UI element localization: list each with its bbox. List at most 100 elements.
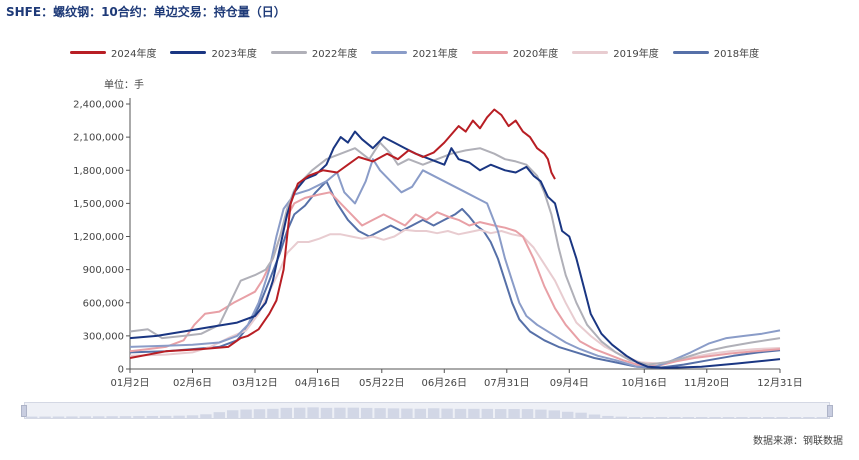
slider-preview: [26, 407, 828, 418]
data-zoom-slider[interactable]: [21, 402, 833, 419]
slider-preview-bar: [334, 407, 346, 418]
slider-preview-bar: [816, 417, 828, 418]
slider-preview-bar: [495, 409, 507, 418]
slider-preview-bar: [374, 408, 386, 418]
y-tick-label: 2,400,000: [73, 100, 124, 111]
legend-item[interactable]: 2022年度: [270, 45, 358, 60]
slider-preview-bar: [548, 410, 560, 418]
slider-preview-bar: [803, 417, 815, 418]
series-line-2020年度: [129, 191, 781, 367]
slider-preview-bar: [468, 408, 480, 418]
slider-preview-bar: [347, 407, 359, 418]
legend-label: 2024年度: [111, 48, 157, 60]
slider-preview-bar: [521, 409, 534, 418]
slider-preview-bar: [240, 409, 252, 418]
legend-swatch: [572, 50, 609, 54]
slider-preview-bar: [508, 409, 520, 418]
slider-preview-bar: [79, 416, 91, 418]
x-tick-label: 05月22日: [359, 377, 404, 389]
slider-preview-bar: [227, 410, 239, 418]
y-tick-label: 2,100,000: [73, 133, 124, 144]
series-line-2023年度: [129, 130, 781, 369]
y-tick-label: 900,000: [83, 265, 124, 276]
legend-label: 2020年度: [512, 48, 559, 60]
slider-preview-bar: [106, 416, 118, 418]
x-tick-label: 12月31日: [757, 377, 802, 389]
slider-preview-bar: [26, 416, 38, 418]
slider-preview-bar: [361, 407, 373, 418]
legend-swatch: [371, 50, 408, 54]
slider-preview-bar: [267, 408, 279, 418]
slider-preview-bar: [414, 408, 426, 418]
y-tick-label: 300,000: [83, 331, 124, 342]
x-tick-label: 09月4日: [550, 377, 589, 389]
slider-preview-bar: [401, 408, 413, 418]
slider-preview-bar: [280, 407, 292, 418]
y-tick-label: 0: [118, 365, 124, 376]
legend-label: 2019年度: [613, 48, 659, 60]
slider-preview-bar: [535, 409, 547, 418]
slider-preview-bar: [575, 412, 587, 418]
y-axis-unit-label: 单位：手: [104, 80, 144, 91]
x-tick-label: 02月6日: [173, 377, 212, 389]
legend-label: 2023年度: [211, 48, 257, 60]
legend-label: 2022年度: [311, 48, 358, 60]
slider-right-handle[interactable]: [827, 405, 833, 417]
slider-preview-bar: [629, 417, 641, 418]
series-line-2024年度: [129, 108, 556, 359]
slider-preview-bar: [763, 417, 775, 418]
slider-preview-bar: [160, 415, 172, 418]
slider-preview-bar: [387, 408, 400, 418]
slider-preview-bar: [736, 417, 748, 418]
slider-preview-bar: [749, 417, 761, 418]
slider-preview-bar: [602, 415, 614, 418]
legend-label: 2018年度: [713, 48, 760, 60]
slider-preview-bar: [696, 417, 708, 418]
slider-preview-bar: [588, 414, 601, 418]
slider-preview-bar: [441, 408, 453, 418]
y-tick-label: 1,800,000: [73, 166, 124, 177]
slider-preview-bar: [709, 417, 721, 418]
slider-left-handle[interactable]: [21, 405, 27, 417]
slider-preview-bar: [669, 417, 681, 418]
slider-preview-bar: [186, 415, 199, 418]
slider-preview-bar: [253, 409, 266, 418]
legend-item[interactable]: 2021年度: [371, 45, 458, 60]
y-tick-label: 600,000: [83, 298, 124, 309]
slider-preview-bar: [93, 416, 105, 418]
slider-preview-bar: [66, 416, 78, 418]
slider-preview-bar: [722, 417, 735, 418]
x-tick-label: 10月16日: [622, 377, 667, 389]
slider-preview-bar: [481, 408, 493, 418]
x-tick-label: 03月12日: [232, 377, 277, 389]
slider-preview-bar: [682, 417, 694, 418]
series-line-2021年度: [129, 158, 781, 368]
slider-preview-bar: [789, 417, 802, 418]
data-source: 数据来源：钢联数据: [753, 436, 843, 447]
chart-title: SHFE：螺纹钢：10合约：单边交易：持仓量（日）: [6, 5, 286, 19]
slider-preview-bar: [133, 416, 145, 418]
series-line-2022年度: [129, 141, 781, 366]
x-tick-label: 04月16日: [295, 377, 340, 389]
legend-item[interactable]: 2024年度: [70, 45, 156, 60]
slider-preview-bar: [320, 407, 333, 418]
slider-preview-bar: [200, 414, 212, 418]
slider-preview-bar: [52, 416, 65, 418]
slider-preview-bar: [562, 411, 574, 418]
slider-preview-bar: [776, 417, 788, 418]
slider-preview-bar: [173, 415, 185, 418]
x-tick-label: 11月20日: [684, 377, 729, 389]
y-tick-label: 1,500,000: [73, 199, 124, 210]
legend-swatch: [270, 50, 307, 54]
legend-item[interactable]: 2023年度: [170, 45, 257, 60]
slider-preview-bar: [307, 407, 319, 418]
x-tick-label: 06月26日: [422, 377, 467, 389]
x-tick-label: 01月2日: [110, 377, 149, 389]
line-chart: 0 300,000 600,000 900,000 1,200,000 1,500,000…: [73, 98, 803, 389]
legend-item[interactable]: 2020年度: [471, 45, 559, 60]
slider-preview-bar: [428, 408, 440, 418]
legend-item[interactable]: 2018年度: [672, 45, 760, 60]
legend-item[interactable]: 2019年度: [572, 45, 659, 60]
slider-preview-bar: [146, 415, 158, 418]
slider-preview-bar: [642, 417, 654, 418]
